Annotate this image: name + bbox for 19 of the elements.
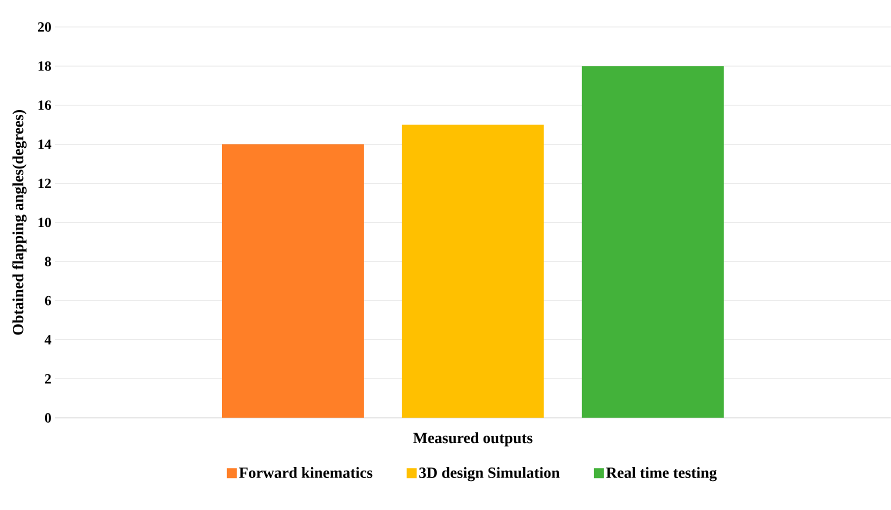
y-tick-label: 0	[44, 413, 51, 423]
y-tick-label: 6	[44, 296, 52, 306]
y-tick-label: 10	[38, 218, 51, 228]
y-tick-label: 16	[38, 100, 52, 110]
y-tick-label: 2	[45, 374, 51, 384]
bar	[222, 144, 364, 418]
bar	[402, 124, 544, 418]
bar	[582, 66, 724, 418]
y-tick-label: 18	[38, 61, 51, 71]
x-axis-title: Measured outputs	[413, 432, 532, 446]
y-tick-label: 14	[38, 140, 52, 149]
y-tick-label: 12	[38, 178, 51, 188]
y-tick-label: 8	[44, 256, 51, 266]
y-tick-label: 20	[38, 22, 51, 32]
y-tick-label: 4	[44, 335, 52, 344]
legend-label: Real time testing	[606, 467, 717, 482]
y-axis-title: Obtained flapping angles(degrees)	[12, 110, 27, 335]
legend-label: 3D design Simulation	[419, 467, 560, 482]
legend-label: Forward kinematics	[239, 467, 372, 478]
